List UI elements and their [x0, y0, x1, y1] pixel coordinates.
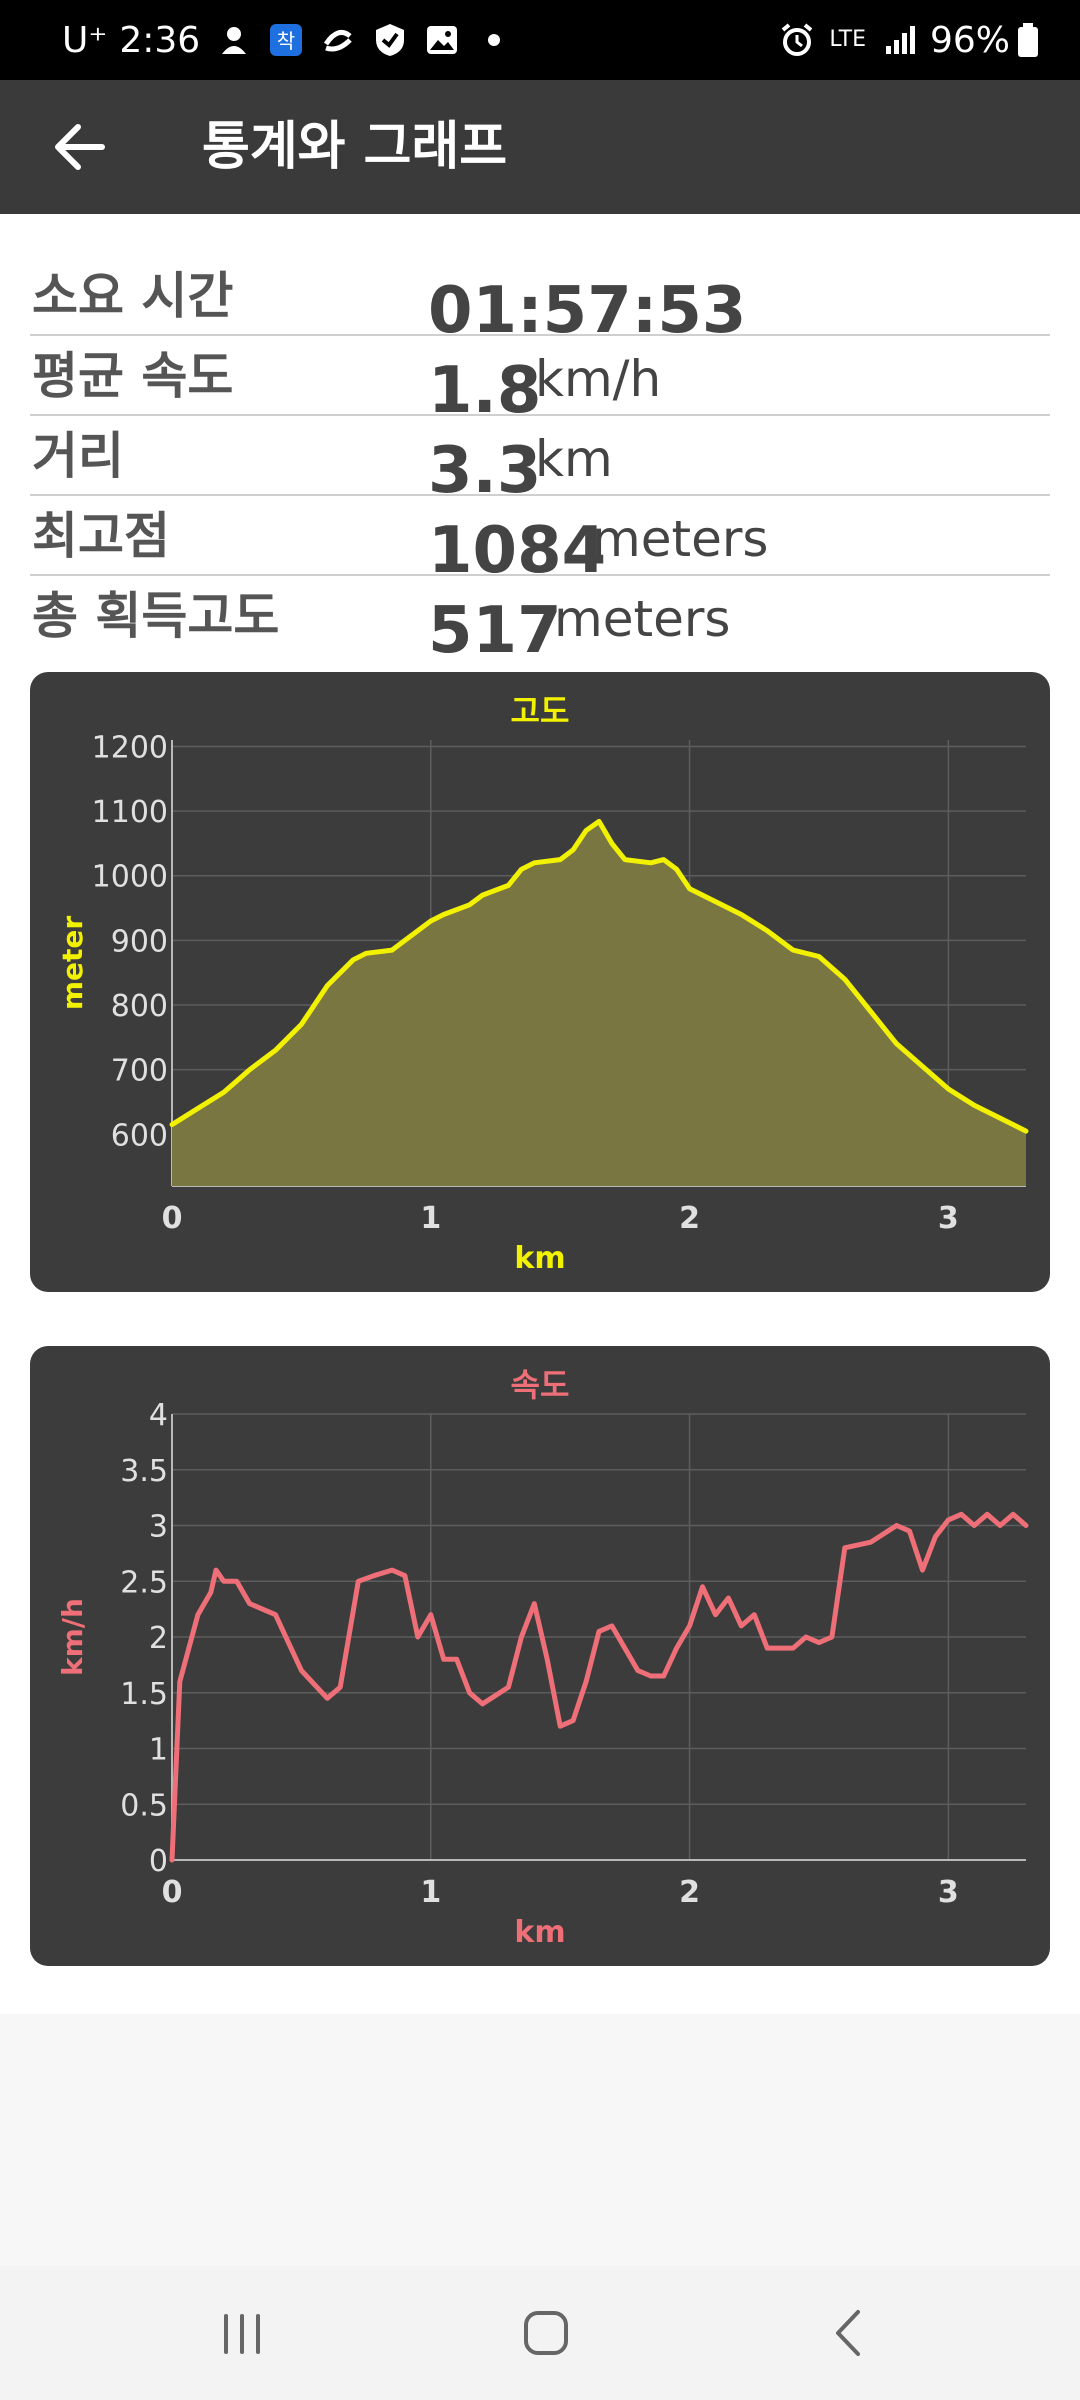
stat-label: 거리 [32, 427, 124, 485]
stat-label: 평균 속도 [32, 347, 234, 405]
stat-unit: km [535, 430, 613, 488]
stat-unit: km/h [535, 350, 662, 408]
stat-row-distance: 거리 3.3 km [30, 416, 1050, 508]
series-line [169, 818, 1029, 1134]
y-tick-label: 0 [149, 1844, 168, 1879]
series-line [169, 1511, 1029, 1863]
stats-content: 소요 시간 01:57:53 평균 속도 1.8 km/h 거리 3.3 km … [0, 214, 1080, 2014]
stat-value: 517 [428, 594, 562, 668]
navigation-bar [0, 2266, 1080, 2400]
x-tick-label: 1 [420, 1875, 441, 1910]
y-tick-label: 1 [149, 1733, 168, 1768]
image-icon [427, 26, 458, 54]
x-tick-label: 0 [162, 1201, 183, 1236]
speed-chart: 0 1 2 3 0 0.5 1 1.5 2 2.5 3 3.5 4 속도 km km/h [56, 1366, 1029, 1950]
stat-label: 최고점 [32, 507, 170, 565]
speed-chart-card: 0 1 2 3 0 0.5 1 1.5 2 2.5 3 3.5 4 속도 km km/h [30, 1346, 1050, 1966]
y-tick-label: 2.5 [120, 1565, 168, 1600]
status-bar: U⁺ 2:36 착 LTE 96% [0, 0, 1080, 80]
x-axis-label: km [514, 1915, 565, 1950]
svg-text:착: 착 [277, 29, 295, 53]
x-tick-label: 3 [938, 1875, 959, 1910]
chart-title: 고도 [511, 692, 570, 730]
stat-label: 총 획득고도 [32, 587, 280, 645]
network-label: LTE [829, 27, 866, 52]
y-tick-label: 700 [111, 1054, 168, 1089]
time-label: 2:36 [119, 19, 201, 61]
stat-unit: meters [592, 510, 769, 568]
y-tick-label: 3.5 [120, 1454, 168, 1489]
elevation-chart: 0 1 2 3 600 700 800 900 1000 1100 1200 고도 km meter [56, 692, 1029, 1276]
x-tick-label: 1 [420, 1201, 441, 1236]
arrow-left-icon[interactable] [46, 113, 114, 181]
alarm-icon [782, 23, 813, 56]
stat-row-duration: 소요 시간 01:57:53 [30, 256, 1050, 348]
chart-title: 속도 [511, 1366, 570, 1404]
sync-icon [324, 29, 352, 52]
carrier-label: U⁺ [62, 19, 108, 61]
y-tick-label: 900 [111, 924, 168, 959]
stat-value: 01:57:53 [428, 274, 747, 348]
back-icon[interactable] [808, 2296, 888, 2370]
stat-label: 소요 시간 [32, 267, 234, 325]
x-tick-label: 3 [938, 1201, 959, 1236]
y-axis-label: km/h [56, 1598, 89, 1676]
y-tick-label: 1200 [92, 730, 168, 765]
stat-value: 3.3 [428, 434, 542, 508]
stat-row-total-ascent: 총 획득고도 517 meters [30, 576, 1050, 668]
y-tick-label: 1.5 [120, 1677, 168, 1712]
y-axis-label: meter [56, 916, 89, 1011]
y-tick-label: 1000 [92, 860, 168, 895]
y-tick-label: 1100 [92, 795, 168, 830]
x-tick-label: 2 [679, 1201, 700, 1236]
stat-row-max-elevation: 최고점 1084 meters [30, 496, 1050, 588]
y-tick-label: 600 [111, 1118, 168, 1153]
dot-icon [488, 34, 501, 46]
x-tick-label: 2 [679, 1875, 700, 1910]
battery-icon [1018, 23, 1038, 57]
y-tick-label: 800 [111, 989, 168, 1024]
y-tick-label: 4 [149, 1398, 168, 1433]
y-tick-label: 2 [149, 1621, 168, 1656]
shield-icon [376, 24, 405, 56]
x-tick-label: 0 [162, 1875, 183, 1910]
y-tick-label: 0.5 [120, 1788, 168, 1823]
signal-icon [885, 26, 915, 54]
page-title: 통계와 그래프 [202, 117, 508, 177]
app-icon: 착 [270, 24, 303, 56]
x-axis-label: km [514, 1241, 565, 1276]
stat-row-avg-speed: 평균 속도 1.8 km/h [30, 336, 1050, 428]
elevation-chart-card: 0 1 2 3 600 700 800 900 1000 1100 1200 고도 km meter [30, 672, 1050, 1292]
battery-label: 96% [929, 19, 1010, 61]
app-bar: 통계와 그래프 [0, 80, 1080, 214]
hands-icon [222, 27, 247, 54]
area-fill [172, 821, 1026, 1186]
home-icon[interactable] [506, 2296, 586, 2370]
recents-icon[interactable] [202, 2296, 282, 2370]
stat-value: 1.8 [428, 354, 542, 428]
y-tick-label: 3 [149, 1510, 168, 1545]
stat-unit: meters [554, 590, 731, 648]
stat-value: 1084 [428, 514, 607, 588]
